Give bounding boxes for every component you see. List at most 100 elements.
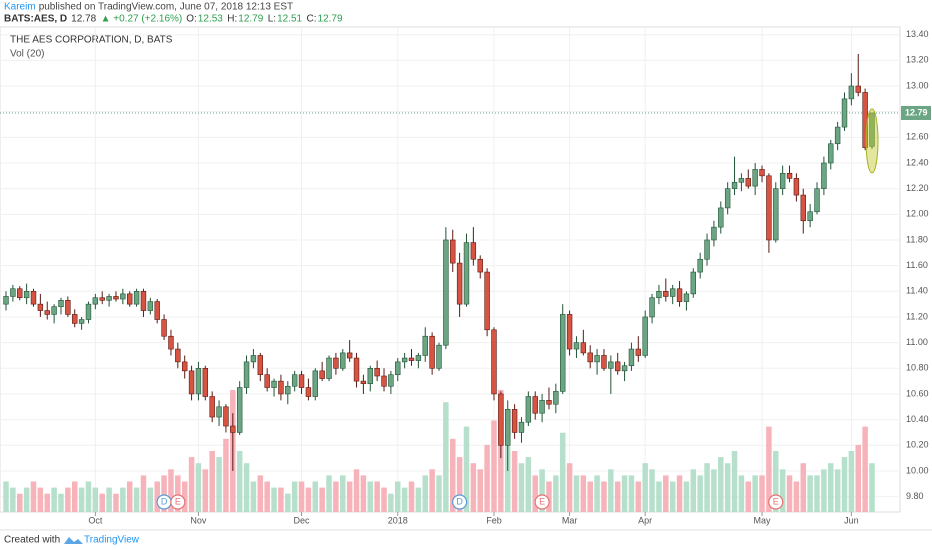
candle-body	[147, 301, 154, 311]
candle-body	[360, 380, 367, 384]
volume-bar	[718, 457, 724, 512]
candle-body	[3, 296, 9, 305]
y-tick-label: 11.60	[906, 260, 928, 270]
volume-bar	[326, 475, 332, 512]
candle-body	[518, 421, 525, 433]
change: ▲ +0.27 (+2.16%)	[101, 14, 183, 25]
x-tick-label: Jun	[844, 515, 859, 525]
volume-bar	[113, 493, 119, 512]
candle-body	[230, 425, 236, 433]
candle-body	[766, 175, 772, 241]
last-price-tag-label: 12.79	[905, 107, 928, 117]
volume-bar	[257, 475, 264, 512]
volume-bar	[161, 475, 167, 512]
candle-body	[786, 172, 793, 179]
y-tick-label: 12.60	[906, 132, 929, 142]
candle-body	[395, 361, 401, 376]
volume-bar	[525, 457, 532, 512]
candle-body	[560, 314, 566, 392]
volume-bar	[759, 475, 765, 512]
candle-body	[188, 370, 195, 395]
volume-bar	[553, 475, 559, 512]
volume-bar	[663, 475, 669, 512]
candle-body	[869, 112, 875, 147]
candle-body	[319, 370, 325, 379]
volume-bar	[223, 438, 229, 512]
volume-bar	[44, 493, 50, 512]
volume-bar	[298, 481, 305, 512]
quote-value: 12.79	[238, 14, 263, 25]
candle-body	[65, 299, 71, 315]
candle-body	[106, 296, 112, 301]
candle-body	[539, 400, 545, 414]
quote-label: O:	[186, 14, 197, 25]
quote-value: 12.79	[318, 14, 343, 25]
volume-bar	[834, 469, 841, 512]
volume-bar	[731, 451, 738, 512]
volume-bar	[676, 475, 683, 512]
volume-bar	[333, 481, 339, 512]
volume-bar	[800, 463, 807, 512]
volume-bar	[188, 457, 195, 512]
volume-bar	[30, 481, 37, 512]
volume-bar	[566, 463, 573, 512]
candle-body	[628, 348, 635, 367]
volume-bar	[154, 481, 160, 512]
candle-body	[498, 393, 504, 446]
candle-body	[443, 239, 449, 346]
candle-body	[278, 380, 284, 395]
candle-body	[724, 188, 731, 209]
volume-bar	[78, 487, 85, 512]
x-tick-label: Oct	[88, 515, 103, 525]
footer-brand[interactable]: TradingView	[84, 535, 140, 546]
volume-bar	[779, 469, 786, 512]
volume-bar	[470, 463, 477, 512]
candle-body	[113, 296, 119, 300]
event-marker	[768, 494, 784, 510]
candle-body	[718, 207, 724, 228]
candle-body	[683, 293, 690, 302]
volume-bar	[869, 463, 875, 512]
volume-bar	[855, 444, 862, 512]
volume-bar	[58, 493, 64, 512]
volume-bar	[752, 475, 758, 512]
y-tick-label: 12.40	[906, 157, 929, 167]
candle-body	[463, 242, 470, 305]
candle-body	[133, 291, 140, 305]
volume-bar	[140, 475, 147, 512]
y-tick-label: 10.20	[906, 440, 929, 450]
candle-body	[745, 178, 751, 187]
candle-body	[367, 367, 373, 384]
volume-bar	[608, 469, 614, 512]
candle-body	[450, 239, 456, 264]
candle-body	[470, 242, 477, 260]
volume-bar	[484, 444, 490, 512]
candle-body	[236, 387, 243, 433]
candle-body	[663, 291, 669, 297]
candle-body	[587, 352, 593, 363]
candle-body	[168, 335, 174, 350]
candle-body	[505, 409, 511, 446]
candle-body	[120, 293, 126, 300]
volume-bar	[821, 469, 827, 512]
candle-body	[573, 342, 580, 350]
candle-body	[312, 370, 318, 397]
published: published on TradingView.com, June 07, 2…	[39, 2, 293, 13]
event-label: D	[161, 496, 168, 506]
candle-body	[30, 291, 37, 305]
candle-body	[223, 406, 229, 427]
volume-bar	[848, 451, 855, 512]
event-marker	[534, 494, 550, 510]
author[interactable]: Kareim	[4, 2, 36, 13]
volume-bar	[291, 481, 298, 512]
candle-body	[601, 355, 607, 369]
volume-bar	[594, 475, 600, 512]
candle-body	[305, 387, 312, 397]
candle-body	[456, 262, 463, 305]
volume-bar	[175, 475, 181, 512]
volume-bar	[704, 463, 710, 512]
candle-body	[546, 400, 552, 405]
y-tick-label: 11.00	[906, 337, 928, 347]
candle-body	[711, 226, 717, 241]
candle-body	[828, 143, 834, 164]
